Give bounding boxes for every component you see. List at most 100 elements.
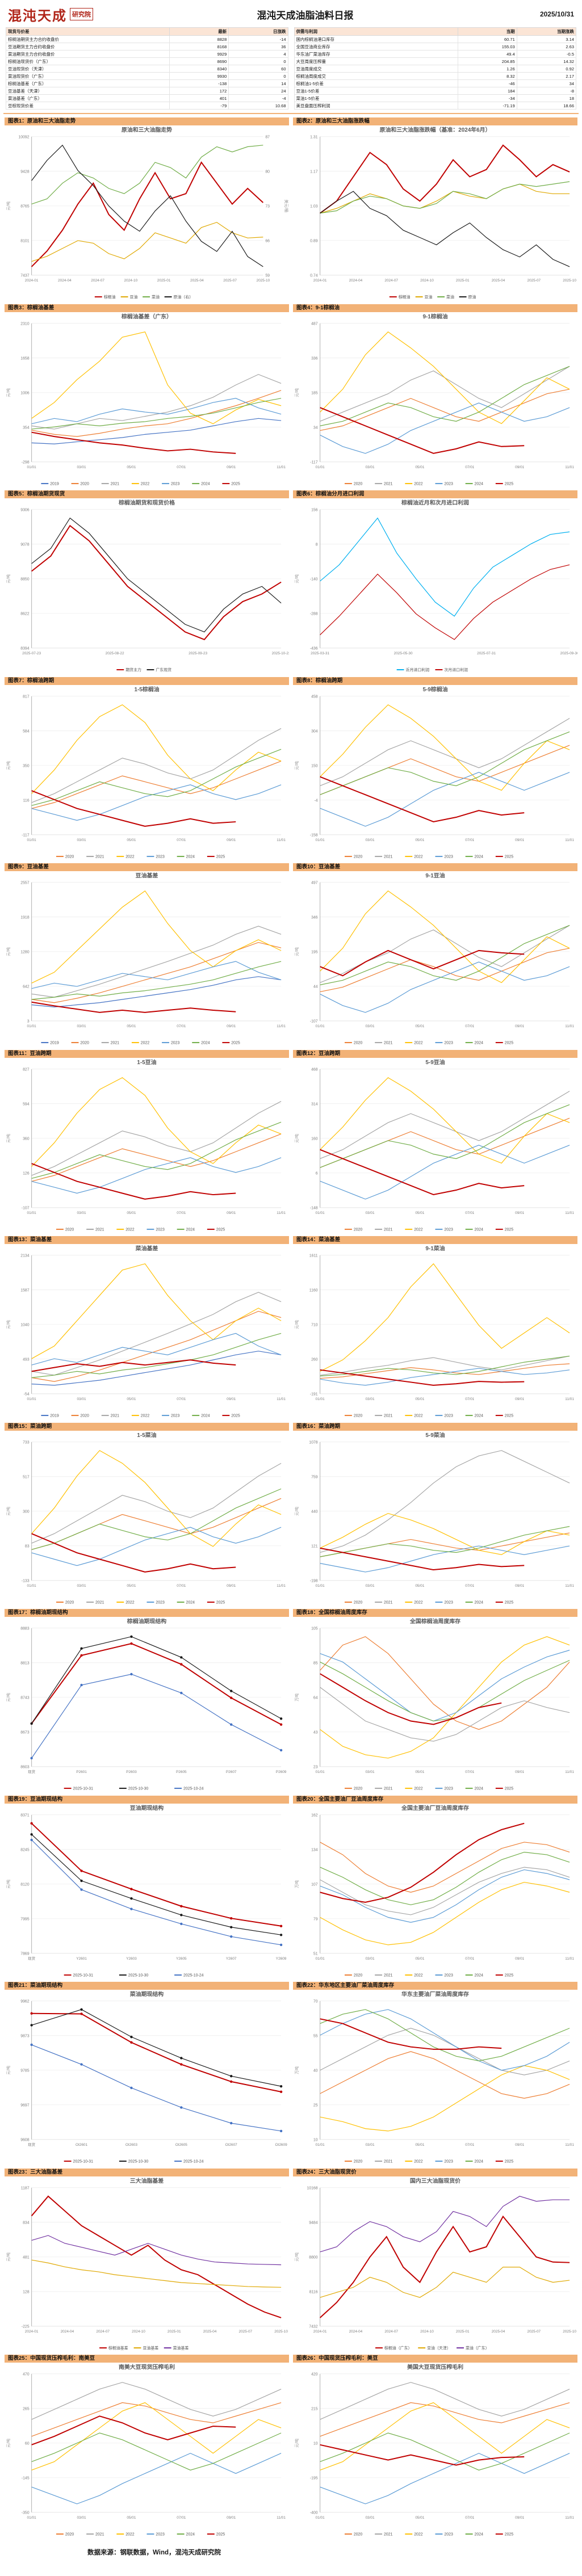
series-marker	[130, 1672, 133, 1676]
svg-text:09/01: 09/01	[227, 1211, 236, 1215]
svg-text:2025-10: 2025-10	[257, 279, 270, 283]
legend-entry: 2025	[505, 2160, 514, 2164]
indicator-name: 豆棕现货价差	[6, 102, 170, 110]
y-axis-right-label: 美元/桶	[284, 199, 289, 212]
svg-text:03/01: 03/01	[77, 838, 86, 842]
indicator-name: 菜油期货主力合约收盘价	[6, 50, 170, 58]
svg-text:05/01: 05/01	[415, 2516, 425, 2520]
chart-block-23: 图表23：三大油脂基差 -225 128 481 834 1187 2024-01 2024-…	[5, 2168, 289, 2352]
svg-text:265: 265	[23, 2407, 30, 2411]
svg-text:2024-01: 2024-01	[313, 2329, 327, 2333]
legend-entry: 2022	[125, 1600, 135, 1604]
svg-text:-436: -436	[310, 646, 318, 650]
series-line-2023	[31, 1527, 282, 1566]
summary-row: 菜油期货主力合约收盘价 9929 4	[6, 50, 288, 58]
svg-text:Y2609: Y2609	[276, 1956, 287, 1960]
series-line-棕榈油	[320, 144, 570, 214]
series-marker	[80, 1654, 83, 1657]
indicator-change: -0.5	[516, 50, 577, 58]
svg-text:2025-07: 2025-07	[223, 279, 237, 283]
svg-text:8673: 8673	[20, 1730, 30, 1734]
summary-tables: 现货与价差 最新 日涨跌 棕榈油期货主力合约收盘价 8828 -14 豆油期货主力合约收盘价…	[3, 26, 579, 114]
svg-text:817: 817	[23, 695, 30, 699]
svg-text:7869: 7869	[20, 1952, 30, 1956]
svg-text:2025-01: 2025-01	[456, 2329, 470, 2333]
legend-entry: 2020	[65, 1600, 74, 1604]
svg-text:-145: -145	[22, 2477, 30, 2481]
series-line-2023	[320, 771, 570, 827]
legend-entry: 2025	[505, 1041, 514, 1045]
series-line-2019	[31, 1351, 282, 1386]
legend-entry: 2021	[95, 855, 104, 859]
svg-text:P2601: P2601	[76, 1770, 87, 1774]
series-marker	[80, 2012, 83, 2015]
svg-text:9873: 9873	[20, 2034, 30, 2038]
legend-entry: 豆油	[425, 295, 433, 300]
chart-inner-title: 棕榈油基差（广东）	[121, 312, 172, 320]
svg-text:11/01: 11/01	[565, 465, 574, 469]
indicator-name: 菜油现货价（广东）	[6, 72, 170, 80]
series-line-2022	[320, 1512, 570, 1555]
chart-block-18: 图表18：全国棕榈油周度库存 23 43 64 85 105 01/01 03/01 05/01…	[293, 1609, 577, 1793]
series-line-2021	[320, 1687, 570, 1742]
svg-text:9608: 9608	[20, 2138, 30, 2142]
svg-text:03/01: 03/01	[365, 1770, 375, 1774]
indicator-change: 18.66	[516, 102, 577, 110]
svg-text:2025-10-23: 2025-10-23	[272, 652, 289, 655]
series-line-2020	[320, 2051, 570, 2099]
series-marker	[279, 1924, 283, 1927]
legend-entry: 2020	[80, 1041, 89, 1045]
summary-row: 国内棕榈油港口库存 60.71 3.14	[294, 35, 577, 43]
legend-entry: 期货主力	[125, 667, 141, 673]
legend-entry: 棕榈油（广东）	[384, 2345, 412, 2350]
summary-row: 豆油周度成交 1.26 0.92	[294, 65, 577, 73]
svg-text:11/01: 11/01	[565, 2143, 574, 2147]
series-line-豆油（天津）	[320, 2266, 570, 2298]
report-date: 2025/10/31	[539, 10, 574, 18]
indicator-change: 36	[228, 43, 288, 51]
svg-text:9484: 9484	[309, 2221, 318, 2225]
svg-text:2025-01: 2025-01	[168, 2329, 181, 2333]
svg-text:10: 10	[313, 2442, 318, 2446]
logo-sub-text: 研究院	[70, 8, 93, 20]
series-line-2021	[320, 365, 570, 422]
series-marker	[130, 2041, 133, 2044]
svg-text:09/01: 09/01	[227, 465, 236, 469]
svg-text:07/01: 07/01	[177, 465, 186, 469]
y-axis-label: 元/吨	[6, 1320, 11, 1329]
svg-text:07/01: 07/01	[465, 1211, 475, 1215]
svg-text:05/01: 05/01	[127, 1024, 136, 1028]
svg-text:215: 215	[311, 2407, 318, 2411]
legend-entry: 2022	[141, 1041, 150, 1045]
legend-entry: 2023	[156, 1228, 165, 1232]
svg-text:P2603: P2603	[126, 1770, 137, 1774]
series-line-2024	[31, 1121, 282, 1179]
svg-text:11/01: 11/01	[277, 1024, 286, 1028]
legend-entry: 2022	[125, 2533, 135, 2537]
svg-text:2025-01: 2025-01	[157, 279, 171, 283]
series-line-豆油	[31, 222, 263, 262]
legend-entry: 2022	[414, 1973, 423, 1977]
chart-canvas: -350 -145 60 265 470 01/01 03/01 05/01 07/01 09/0…	[5, 2363, 289, 2539]
legend-entry: 2023	[444, 2160, 453, 2164]
svg-text:07/01: 07/01	[177, 1024, 186, 1028]
svg-text:121: 121	[311, 1544, 318, 1548]
series-line-2023	[320, 1869, 570, 1923]
svg-text:05/01: 05/01	[415, 1024, 425, 1028]
series-line-2020	[31, 760, 282, 809]
legend-entry: 2025-10-24	[183, 1973, 204, 1977]
series-line-2023	[320, 2453, 570, 2504]
series-line-2024	[31, 1488, 282, 1550]
legend-entry: 2021	[384, 1228, 393, 1232]
svg-text:487: 487	[311, 322, 318, 326]
svg-text:9697: 9697	[20, 2104, 30, 2108]
legend-entry: 2024	[201, 1414, 210, 1418]
series-line-2021	[31, 728, 282, 803]
svg-text:11/01: 11/01	[565, 1024, 574, 1028]
svg-text:0.89: 0.89	[310, 239, 318, 243]
svg-text:2025-04: 2025-04	[203, 2329, 217, 2333]
chart-label-bar: 图表19：豆油期现结构	[5, 1795, 289, 1804]
series-line-2025	[31, 789, 236, 827]
chart-inner-title: 豆油期现结构	[130, 1804, 164, 1812]
svg-text:09/01: 09/01	[227, 1583, 236, 1587]
